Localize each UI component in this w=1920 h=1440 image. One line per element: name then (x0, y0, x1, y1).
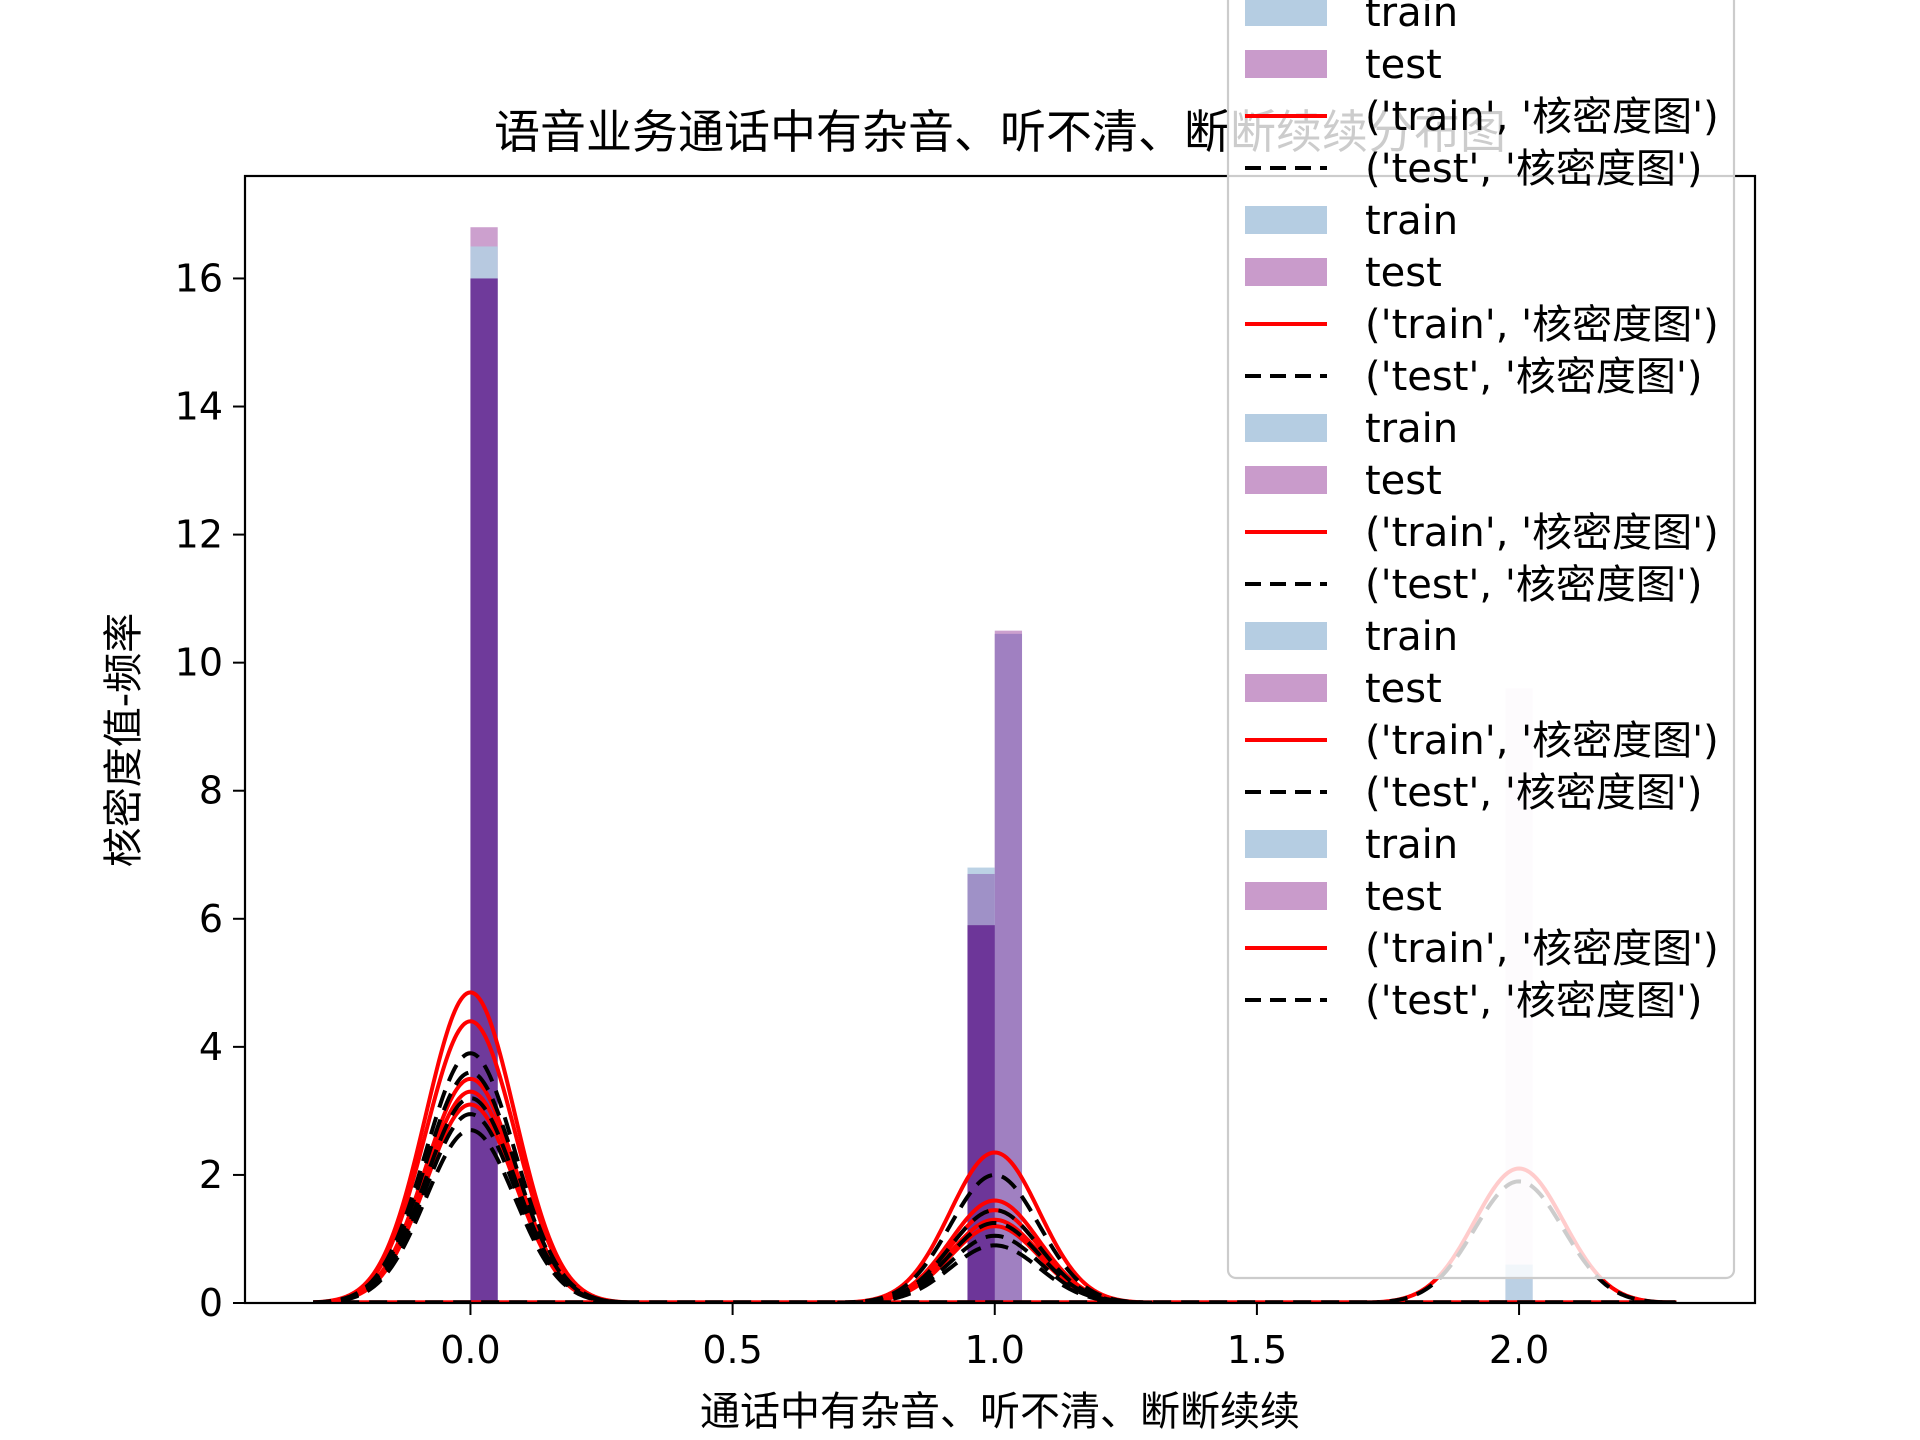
legend-swatch-test (1245, 466, 1327, 494)
overlap-hist-bar (994, 633, 1023, 1303)
legend-label: train (1365, 406, 1458, 452)
legend-swatch-test (1245, 882, 1327, 910)
x-axis-label: 通话中有杂音、听不清、断断续续 (700, 1389, 1300, 1435)
legend-label: test (1365, 250, 1442, 296)
legend-label: train (1365, 0, 1458, 36)
test-kde-curve (313, 1112, 628, 1303)
y-tick-label: 0 (199, 1281, 223, 1325)
y-tick-label: 8 (199, 769, 223, 813)
x-tick-label: 1.5 (1227, 1328, 1287, 1372)
legend-swatch-train (1245, 830, 1327, 858)
legend-label: test (1365, 42, 1442, 88)
y-tick-label: 4 (199, 1025, 223, 1069)
legend-label: ('train', '核密度图') (1365, 926, 1719, 972)
legend-label: ('test', '核密度图') (1365, 562, 1702, 608)
legend-swatch-test (1245, 674, 1327, 702)
test-kde-curve (837, 1243, 1153, 1303)
legend-swatch-test (1245, 50, 1327, 78)
legend-label: ('train', '核密度图') (1365, 94, 1719, 140)
legend-label: ('test', '核密度图') (1365, 354, 1702, 400)
legend-label: ('test', '核密度图') (1365, 978, 1702, 1024)
legend-label: ('train', '核密度图') (1365, 302, 1719, 348)
y-tick-label: 14 (175, 385, 223, 429)
test-kde-curve (313, 1070, 628, 1303)
legend-label: ('test', '核密度图') (1365, 146, 1702, 192)
x-tick-label: 2.0 (1489, 1328, 1549, 1372)
y-axis-ticks: 0 2 4 6 8 10 12 14 16 (175, 256, 245, 1325)
y-tick-label: 10 (175, 641, 223, 685)
legend-label: train (1365, 614, 1458, 660)
overlap-hist-bar (967, 925, 995, 1303)
x-tick-label: 0.5 (702, 1328, 762, 1372)
legend-swatch-test (1245, 258, 1327, 286)
y-tick-label: 12 (175, 513, 223, 557)
legend-label: train (1365, 198, 1458, 244)
legend: train test ('train', '核密度图') ('test', '核密度图… (1226, 0, 1736, 1280)
legend-label: test (1365, 666, 1442, 712)
legend-label: ('test', '核密度图') (1365, 770, 1702, 816)
legend-label: test (1365, 874, 1442, 920)
y-axis-label: 核密度值-频率 (101, 613, 147, 867)
test-kde-curve (837, 1172, 1153, 1303)
legend-label: test (1365, 458, 1442, 504)
legend-label: ('train', '核密度图') (1365, 718, 1719, 764)
legend-swatch-train (1245, 622, 1327, 650)
y-tick-label: 2 (199, 1153, 223, 1197)
x-axis-ticks: 0.0 0.5 1.0 1.5 2.0 (440, 1303, 1549, 1372)
x-tick-label: 1.0 (965, 1328, 1025, 1372)
legend-swatch-train (1245, 0, 1327, 26)
axes-frame (243, 174, 1757, 1305)
kde-curves (313, 990, 1677, 1303)
legend-label: ('train', '核密度图') (1365, 510, 1719, 556)
legend-box (1226, 0, 1736, 1280)
x-tick-label: 0.0 (440, 1328, 500, 1372)
legend-entries: train test ('train', '核密度图') ('test', '核密度图… (1245, 0, 1719, 1024)
y-tick-label: 6 (199, 897, 223, 941)
legend-label: train (1365, 822, 1458, 868)
legend-swatch-train (1245, 206, 1327, 234)
test-kde-curve (313, 1051, 628, 1303)
y-tick-label: 16 (175, 256, 223, 300)
test-kde-curve (313, 1128, 628, 1303)
test-kde-curve (837, 1233, 1153, 1303)
legend-swatch-train (1245, 414, 1327, 442)
